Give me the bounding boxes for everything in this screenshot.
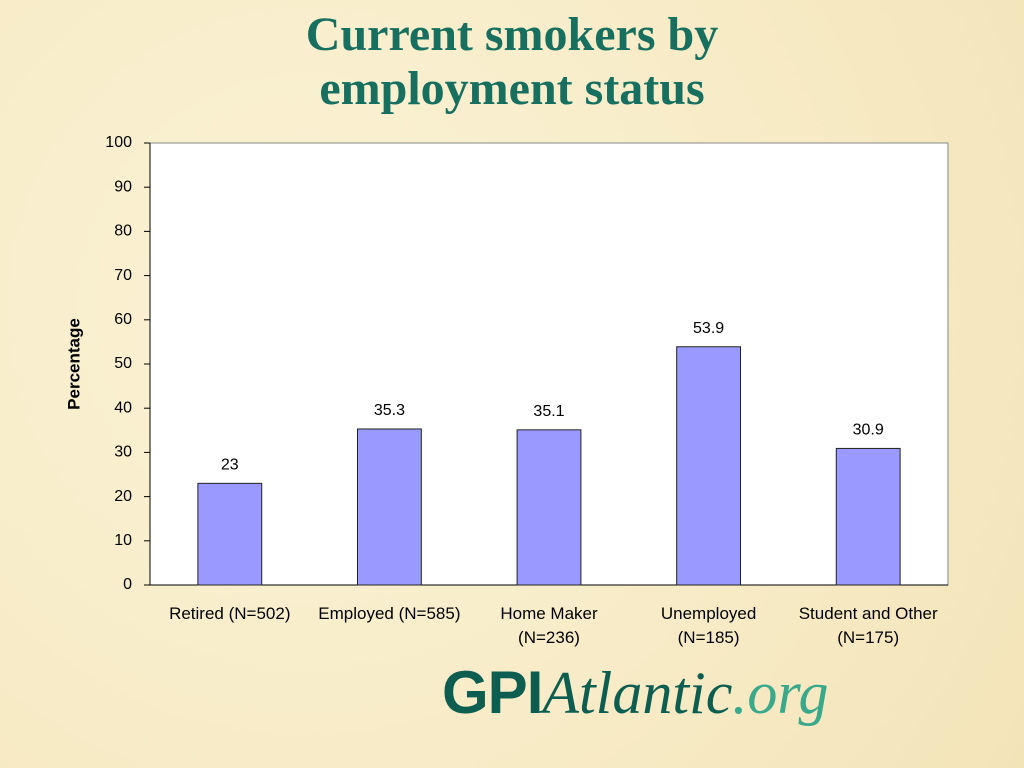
logo-part: .org — [732, 660, 829, 726]
x-tick-label: Home Maker (N=236) — [500, 604, 598, 647]
y-tick-label: 60 — [114, 311, 132, 328]
data-label: 23 — [221, 457, 239, 474]
y-tick-label: 90 — [114, 178, 132, 195]
y-tick-label: 10 — [114, 532, 132, 549]
bar — [197, 482, 263, 586]
y-tick-label: 0 — [123, 576, 132, 593]
x-tick-label: Student and Other (N=175) — [798, 604, 938, 647]
y-tick-label: 50 — [114, 355, 132, 372]
y-tick-label: 70 — [114, 267, 132, 284]
logo-part: GPI — [442, 659, 543, 726]
x-tick-label: Employed (N=585) — [318, 604, 461, 623]
bar — [835, 447, 901, 586]
chart-title: Current smokers by employment status — [305, 8, 719, 115]
bar — [676, 346, 742, 586]
y-tick-label: 30 — [114, 444, 132, 461]
x-tick-label: Retired (N=502) — [169, 604, 291, 623]
y-tick-label: 80 — [114, 223, 132, 240]
logo: GPIAtlantic.org — [442, 658, 828, 728]
y-tick-label: 100 — [105, 134, 132, 151]
logo-part: Atlantic — [542, 660, 733, 726]
x-tick-label: Unemployed (N=185) — [660, 604, 757, 647]
data-label: 35.1 — [533, 403, 564, 420]
y-tick-label: 40 — [114, 399, 132, 416]
data-label: 30.9 — [853, 422, 884, 439]
bar — [356, 428, 422, 586]
data-label: 53.9 — [693, 320, 724, 337]
bar — [516, 429, 582, 586]
y-axis-label: Percentage — [64, 318, 83, 410]
y-tick-label: 20 — [114, 488, 132, 505]
data-label: 35.3 — [374, 402, 405, 419]
